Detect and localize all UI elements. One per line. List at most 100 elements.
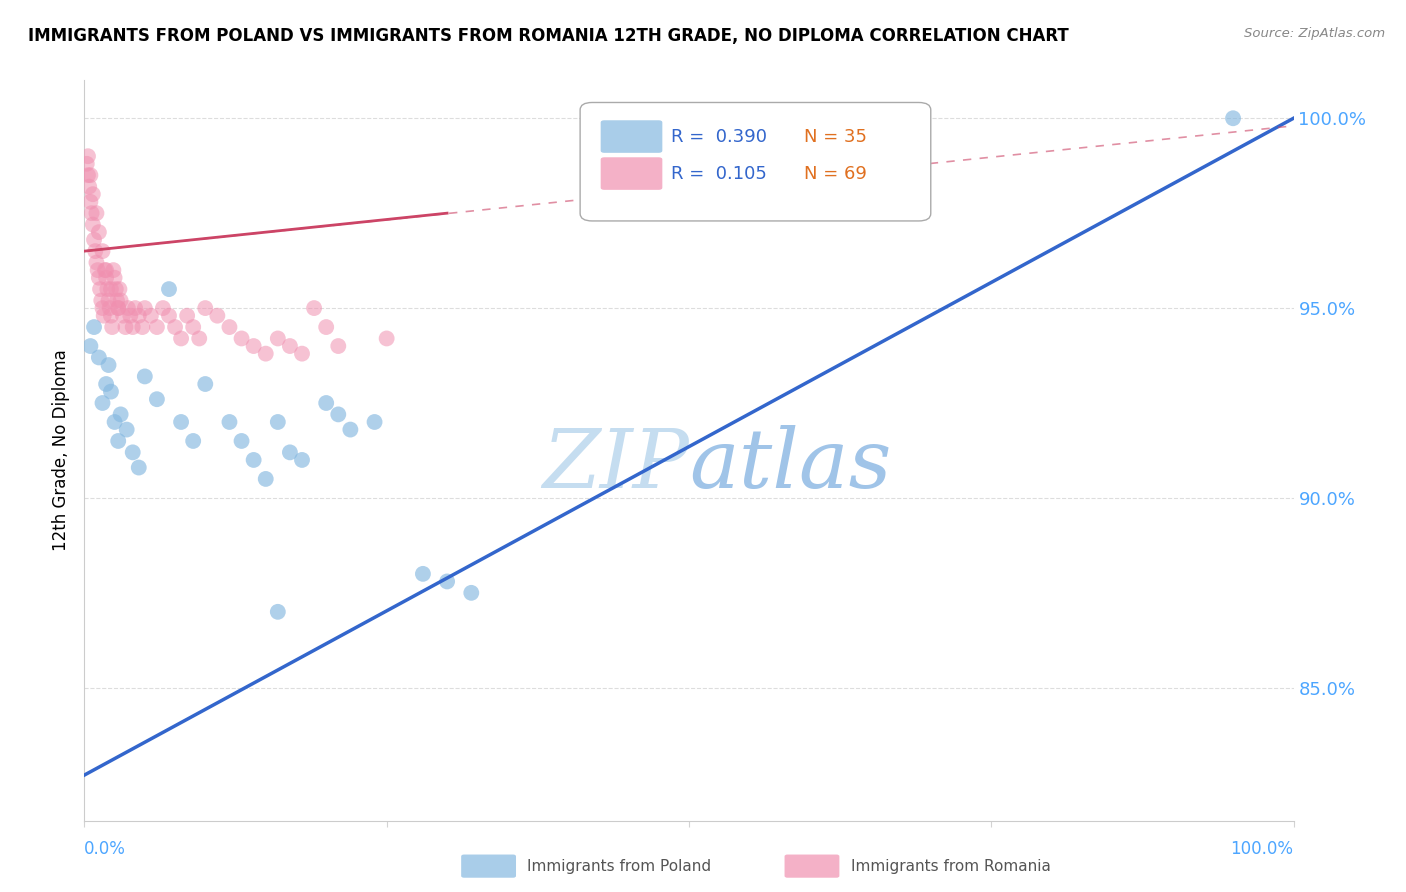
Point xyxy=(302,301,325,315)
Point xyxy=(218,415,240,429)
Point xyxy=(128,460,150,475)
Text: ZIP: ZIP xyxy=(543,425,689,505)
Point xyxy=(84,244,107,259)
Point xyxy=(460,586,482,600)
Point xyxy=(91,244,114,259)
Point xyxy=(100,309,122,323)
Point xyxy=(83,320,105,334)
Text: IMMIGRANTS FROM POLAND VS IMMIGRANTS FROM ROMANIA 12TH GRADE, NO DIPLOMA CORRELA: IMMIGRANTS FROM POLAND VS IMMIGRANTS FRO… xyxy=(28,27,1069,45)
Point xyxy=(254,346,277,360)
Text: Immigrants from Romania: Immigrants from Romania xyxy=(851,859,1050,873)
Point xyxy=(94,263,117,277)
FancyBboxPatch shape xyxy=(600,157,662,190)
Point xyxy=(96,282,118,296)
Point xyxy=(339,423,361,437)
Point xyxy=(157,282,180,296)
Point xyxy=(139,309,162,323)
Point xyxy=(1222,112,1244,126)
Point xyxy=(181,320,204,334)
Point xyxy=(128,309,150,323)
Point xyxy=(86,206,108,220)
Point xyxy=(79,168,101,182)
Text: Immigrants from Poland: Immigrants from Poland xyxy=(527,859,711,873)
Point xyxy=(181,434,204,448)
Point xyxy=(110,408,132,422)
Point xyxy=(80,206,103,220)
Point xyxy=(267,415,290,429)
Point xyxy=(120,309,142,323)
Y-axis label: 12th Grade, No Diploma: 12th Grade, No Diploma xyxy=(52,350,70,551)
Point xyxy=(170,415,193,429)
Text: R =  0.105: R = 0.105 xyxy=(671,164,766,183)
Point xyxy=(94,263,117,277)
Point xyxy=(278,339,301,353)
Point xyxy=(105,293,128,308)
Point xyxy=(170,331,193,345)
Point xyxy=(146,392,169,407)
Point xyxy=(315,396,337,410)
Point xyxy=(110,293,132,308)
FancyBboxPatch shape xyxy=(581,103,931,221)
Point xyxy=(112,309,135,323)
Point xyxy=(77,168,100,182)
Point xyxy=(93,309,115,323)
Point xyxy=(77,149,100,163)
Point xyxy=(152,301,174,315)
Point xyxy=(194,301,217,315)
Point xyxy=(218,320,240,334)
Point xyxy=(188,331,211,345)
Point xyxy=(146,320,169,334)
Point xyxy=(86,263,108,277)
Point xyxy=(107,434,129,448)
Point xyxy=(231,331,253,345)
Text: R =  0.390: R = 0.390 xyxy=(671,128,766,145)
Point xyxy=(89,282,111,296)
Text: 100.0%: 100.0% xyxy=(1230,839,1294,857)
Point xyxy=(115,423,138,437)
Point xyxy=(134,301,156,315)
Point xyxy=(436,574,458,589)
Point xyxy=(165,320,187,334)
Point xyxy=(91,301,114,315)
Point xyxy=(79,194,101,209)
Point xyxy=(254,472,277,486)
Point xyxy=(108,282,131,296)
Point xyxy=(412,566,434,581)
Point xyxy=(86,255,108,269)
Point xyxy=(117,301,139,315)
Point xyxy=(375,331,398,345)
Point xyxy=(94,270,117,285)
Point xyxy=(291,346,314,360)
Point xyxy=(291,453,314,467)
Point xyxy=(83,233,105,247)
Point xyxy=(98,301,121,315)
Point xyxy=(194,377,217,392)
Point xyxy=(207,309,229,323)
Point xyxy=(82,187,104,202)
FancyBboxPatch shape xyxy=(600,120,662,153)
Point xyxy=(134,369,156,384)
Text: Source: ZipAtlas.com: Source: ZipAtlas.com xyxy=(1244,27,1385,40)
Point xyxy=(242,453,264,467)
Point xyxy=(231,434,253,448)
Point xyxy=(121,320,143,334)
Point xyxy=(97,293,120,308)
Point xyxy=(242,339,264,353)
Point xyxy=(315,320,337,334)
Point xyxy=(328,408,350,422)
Text: 0.0%: 0.0% xyxy=(84,839,127,857)
Point xyxy=(87,351,110,365)
Point xyxy=(278,445,301,459)
Point xyxy=(267,605,290,619)
Point xyxy=(97,358,120,372)
Point xyxy=(157,309,180,323)
Point xyxy=(94,377,117,392)
Point xyxy=(100,384,122,399)
Point xyxy=(107,301,129,315)
Point xyxy=(91,396,114,410)
Point xyxy=(100,282,122,296)
Point xyxy=(267,331,290,345)
Point xyxy=(79,339,101,353)
Point xyxy=(104,415,127,429)
Point xyxy=(87,225,110,239)
